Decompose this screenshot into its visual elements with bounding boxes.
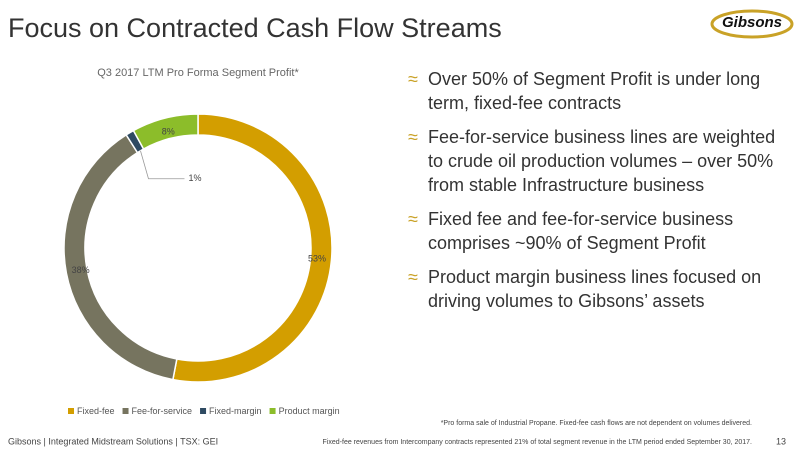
bullet-marker: ≈ [408, 69, 418, 89]
bullet-marker: ≈ [408, 209, 418, 229]
legend-label: Fee-for-service [132, 406, 193, 416]
legend-label: Product margin [279, 406, 340, 416]
donut-segment [132, 113, 199, 150]
legend-label: Fixed-margin [209, 406, 262, 416]
footnote: *Pro forma sale of Industrial Propane. F… [441, 420, 752, 427]
bullet: ≈ Product margin business lines focused o… [408, 265, 793, 313]
donut-segment [172, 113, 333, 383]
donut-segment [63, 133, 178, 381]
legend-swatch [68, 408, 74, 414]
logo: Gibsons [722, 14, 782, 31]
logo-swoosh [710, 9, 794, 39]
bullet-text: Fee-for-service business lines are weigh… [428, 127, 776, 195]
leader-line [140, 150, 185, 180]
bullet-marker: ≈ [408, 267, 418, 287]
page-number: 13 [776, 436, 786, 446]
data-label: 1% [188, 173, 201, 183]
bullet: ≈ Fixed fee and fee-for-service business … [408, 207, 793, 255]
bullet-text: Over 50% of Segment Profit is under long… [428, 69, 761, 113]
bullet-text: Fixed fee and fee-for-service business c… [428, 209, 734, 253]
footer: Gibsons | Integrated Midstream Solutions… [8, 436, 218, 446]
data-label: 38% [72, 265, 90, 275]
bullet: ≈ Fee-for-service business lines are weig… [408, 125, 793, 197]
footnote: Fixed-fee revenues from Intercompany con… [323, 439, 753, 446]
legend-label: Fixed-fee [77, 406, 115, 416]
bullet-text: Product margin business lines focused on… [428, 267, 762, 311]
data-label: 53% [308, 254, 326, 264]
legend-swatch [200, 408, 207, 414]
legend-swatch [122, 408, 129, 414]
legend-swatch [269, 408, 276, 414]
slide-title: Focus on Contracted Cash Flow Streams [8, 13, 502, 43]
bullet: ≈ Over 50% of Segment Profit is under lon… [408, 67, 793, 115]
data-label: 8% [162, 127, 175, 137]
bullet-marker: ≈ [408, 127, 418, 147]
chart-title: Q3 2017 LTM Pro Forma Segment Profit* [97, 67, 299, 79]
